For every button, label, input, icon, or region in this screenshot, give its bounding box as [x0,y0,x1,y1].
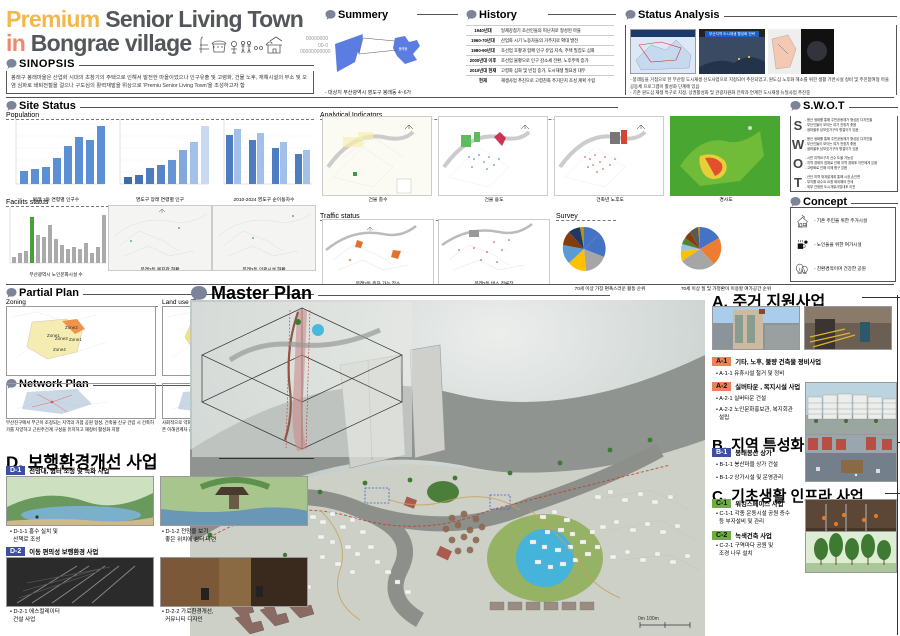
svg-text:봉래동: 봉래동 [399,46,408,51]
svg-text:Zone4: Zone4 [53,347,66,352]
svg-text:Zone3: Zone3 [55,336,68,341]
svg-text:Zone2: Zone2 [65,325,78,330]
svg-text:Zone1: Zone1 [69,337,82,342]
svg-text:0m 100m: 0m 100m [638,616,659,622]
